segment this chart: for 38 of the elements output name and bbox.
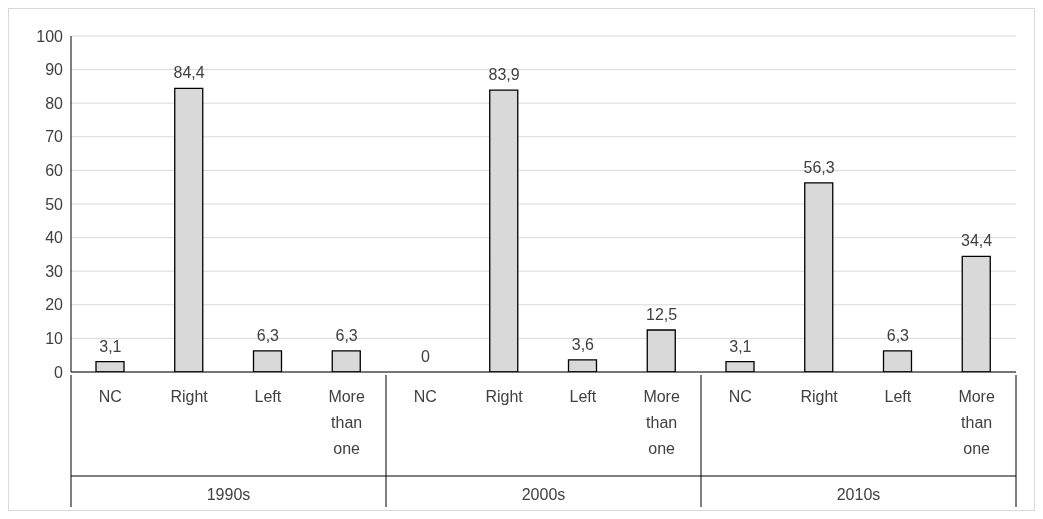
- x-tick-label: Left: [884, 388, 912, 405]
- data-label: 84,4: [173, 64, 205, 82]
- x-tick-label: NC: [413, 388, 437, 405]
- data-label: 34,4: [961, 232, 993, 250]
- y-tick-label: 80: [45, 94, 64, 112]
- x-tick-label: Right: [485, 388, 524, 405]
- x-tick-label: Right: [170, 388, 209, 405]
- data-label: 6,3: [886, 326, 910, 344]
- text: 1990s: [206, 486, 251, 503]
- data-label: 3,6: [571, 335, 595, 353]
- text: 2010s: [836, 486, 881, 503]
- x-tick-label: Right: [800, 388, 839, 405]
- y-tick-label: 50: [45, 195, 64, 213]
- x-tick-label: More than one: [643, 388, 680, 457]
- data-label: 6,3: [256, 326, 280, 344]
- data-label: 6,3: [335, 326, 358, 344]
- x-tick-label: More than one: [328, 388, 365, 457]
- x-tick-label: NC: [98, 388, 122, 405]
- x-tick-label: NC: [728, 388, 752, 405]
- data-label: 3,1: [99, 337, 122, 355]
- y-tick-label: 30: [45, 262, 64, 280]
- data-label: 56,3: [803, 158, 835, 176]
- data-label: 83,9: [488, 66, 520, 84]
- data-label: 3,1: [729, 337, 752, 355]
- x-tick-label: More than one: [958, 388, 995, 457]
- y-tick-label: 90: [45, 61, 64, 79]
- data-label: 0: [420, 348, 430, 365]
- y-tick-label: 40: [45, 229, 64, 247]
- data-label: 12,5: [646, 306, 678, 323]
- y-tick-label: 20: [45, 296, 64, 314]
- y-tick-label: 70: [45, 128, 64, 146]
- y-tick-label: 100: [36, 27, 64, 45]
- x-tick-label: Left: [569, 388, 597, 405]
- x-tick-label: Left: [254, 388, 282, 405]
- text: 2000s: [521, 486, 566, 503]
- y-tick-label: 60: [45, 162, 64, 180]
- y-tick-label: 0: [54, 363, 64, 381]
- y-tick-label: 10: [45, 330, 64, 348]
